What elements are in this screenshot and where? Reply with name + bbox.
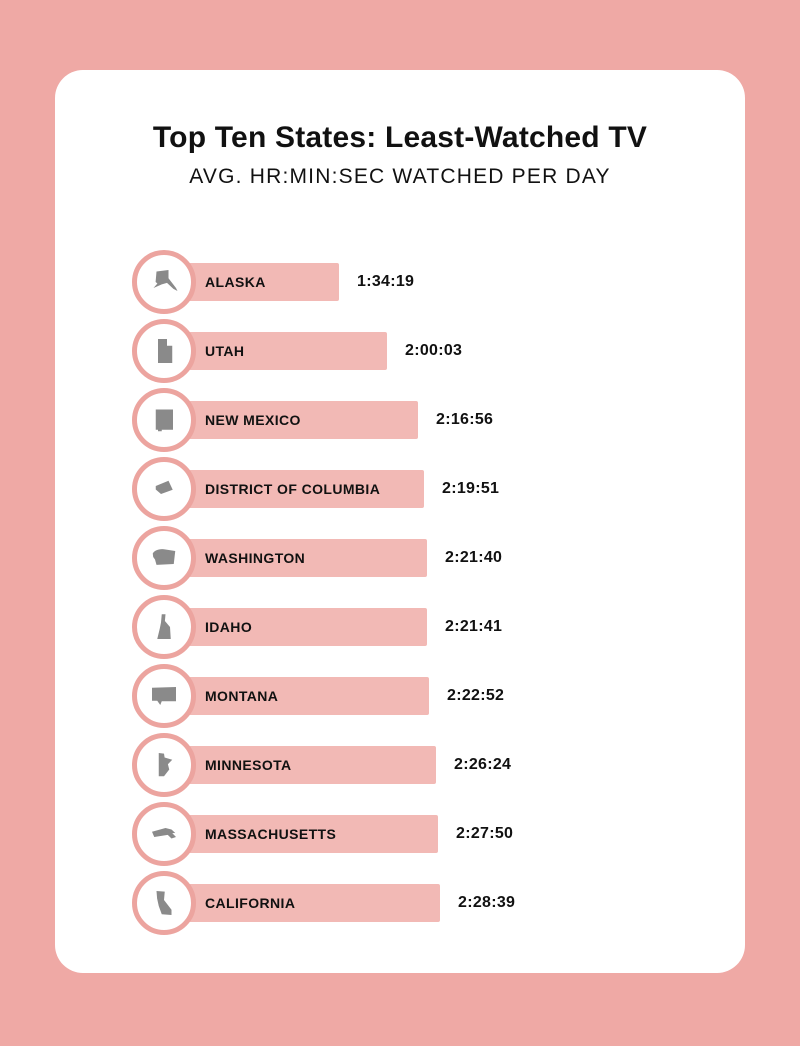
utah-icon	[158, 339, 173, 363]
chart-row: WASHINGTON 2:21:40	[132, 526, 725, 590]
bar: IDAHO	[163, 608, 427, 646]
value-label: 2:22:52	[447, 687, 505, 704]
value-label: 2:19:51	[442, 480, 500, 497]
alaska-icon	[153, 270, 178, 291]
value-label: 2:21:40	[445, 549, 503, 566]
state-label: UTAH	[205, 343, 245, 359]
chart-row: UTAH 2:00:03	[132, 319, 725, 383]
value-label: 2:00:03	[405, 342, 463, 359]
california-icon	[156, 891, 172, 915]
state-icon-badge	[132, 388, 196, 452]
bar: NEW MEXICO	[163, 401, 418, 439]
value-label: 2:21:41	[445, 618, 503, 635]
chart-subtitle: AVG. HR:MIN:SEC WATCHED PER DAY	[189, 165, 611, 188]
value-label: 2:16:56	[436, 411, 494, 428]
state-label: MINNESOTA	[205, 757, 292, 773]
state-label: MASSACHUSETTS	[205, 826, 337, 842]
chart-row: MONTANA 2:22:52	[132, 664, 725, 728]
state-label: WASHINGTON	[205, 550, 306, 566]
state-icon-badge	[132, 250, 196, 314]
value-label: 1:34:19	[357, 273, 415, 290]
chart-title: Top Ten States: Least-Watched TV	[152, 121, 648, 154]
value-label: 2:26:24	[454, 756, 512, 773]
bar: DISTRICT OF COLUMBIA	[163, 470, 424, 508]
district-of-columbia-icon	[155, 480, 173, 494]
state-icon-badge	[132, 595, 196, 659]
bar: MINNESOTA	[163, 746, 436, 784]
chart-row: IDAHO 2:21:41	[132, 595, 725, 659]
state-label: MONTANA	[205, 688, 279, 704]
state-icon-badge	[132, 457, 196, 521]
state-label: DISTRICT OF COLUMBIA	[205, 481, 381, 497]
new-mexico-icon	[155, 409, 173, 432]
chart-row: CALIFORNIA 2:28:39	[132, 871, 725, 935]
value-label: 2:27:50	[456, 825, 514, 842]
chart-row: MASSACHUSETTS 2:27:50	[132, 802, 725, 866]
bar: CALIFORNIA	[163, 884, 440, 922]
state-label: IDAHO	[205, 619, 253, 635]
state-label: CALIFORNIA	[205, 895, 296, 911]
chart-row: ALASKA 1:34:19	[132, 250, 725, 314]
state-icon-badge	[132, 871, 196, 935]
state-icon-badge	[132, 733, 196, 797]
chart-card: Top Ten States: Least-Watched TV AVG. HR…	[55, 70, 745, 973]
state-icon-badge	[132, 319, 196, 383]
bar: WASHINGTON	[163, 539, 427, 577]
montana-icon	[152, 687, 176, 705]
state-label: ALASKA	[205, 274, 266, 290]
chart-row: NEW MEXICO 2:16:56	[132, 388, 725, 452]
bar: MASSACHUSETTS	[163, 815, 438, 853]
state-icon-badge	[132, 802, 196, 866]
bar-chart: ALASKA 1:34:19 UTAH 2:00:03 NEW MEXICO 2…	[132, 250, 725, 940]
minnesota-icon	[158, 753, 173, 777]
bar: UTAH	[163, 332, 387, 370]
idaho-icon	[157, 614, 171, 639]
washington-icon	[152, 549, 176, 565]
bar: MONTANA	[163, 677, 429, 715]
state-icon-badge	[132, 664, 196, 728]
chart-row: MINNESOTA 2:26:24	[132, 733, 725, 797]
chart-header: Top Ten States: Least-Watched TV AVG. HR…	[55, 70, 745, 189]
massachusetts-icon	[152, 828, 176, 839]
state-label: NEW MEXICO	[205, 412, 301, 428]
state-icon-badge	[132, 526, 196, 590]
chart-row: DISTRICT OF COLUMBIA 2:19:51	[132, 457, 725, 521]
value-label: 2:28:39	[458, 894, 516, 911]
